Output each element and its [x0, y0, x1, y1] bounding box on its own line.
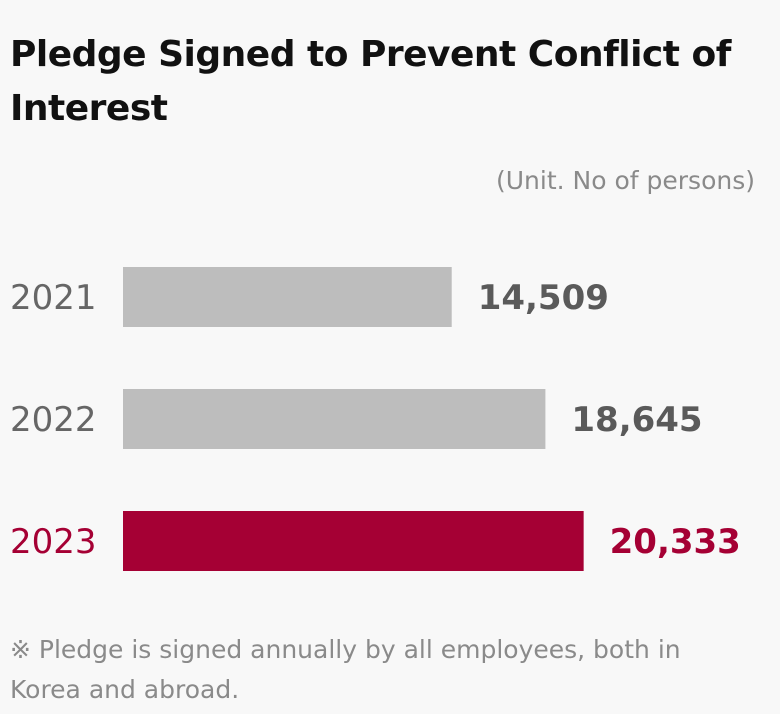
footnote: ※ Pledge is signed annually by all emplo… [10, 635, 681, 704]
bar-2023 [123, 511, 584, 571]
chart-title: Pledge Signed to Prevent Conflict of Int… [10, 34, 731, 129]
unit-label: (Unit. No of persons) [496, 166, 755, 195]
value-label-2022: 18,645 [571, 400, 702, 440]
value-label-2021: 14,509 [478, 278, 609, 318]
category-label-2022: 2022 [10, 400, 97, 440]
value-label-2023: 20,333 [610, 522, 741, 562]
bars-group: 2021 14,509 2022 18,645 2023 20,333 [10, 267, 741, 571]
category-label-2023: 2023 [10, 522, 97, 562]
bar-2021 [123, 267, 452, 327]
bar-chart: 2021 14,509 2022 18,645 2023 20,333 [10, 267, 741, 571]
category-label-2021: 2021 [10, 278, 97, 318]
bar-2022 [123, 389, 546, 449]
